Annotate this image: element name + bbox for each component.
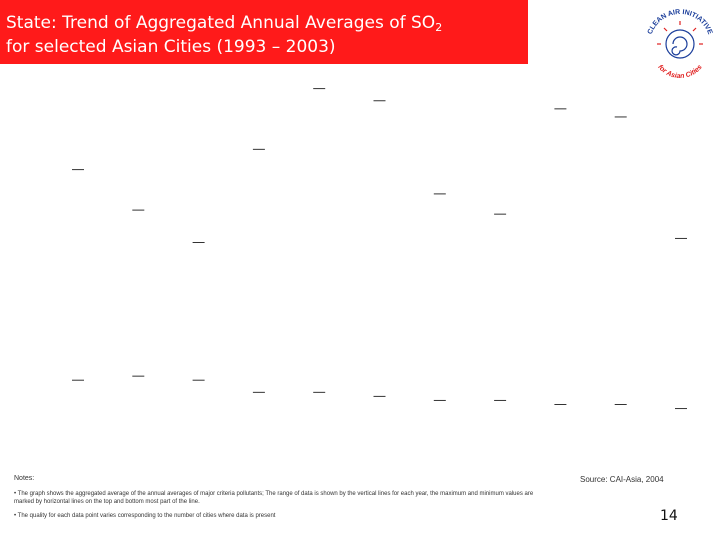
source-text: Source: CAI-Asia, 2004: [580, 475, 664, 484]
sun-swirl-icon: [657, 21, 703, 59]
title-subscript: 2: [435, 21, 443, 34]
note-1: • The graph shows the aggregated average…: [14, 491, 534, 505]
notes-label: Notes:: [14, 475, 35, 482]
slide-title-line-1: State: Trend of Aggregated Annual Averag…: [6, 13, 443, 34]
clean-air-initiative-logo: CLEAN AIR INITIATIVE for Asian Cities: [647, 9, 714, 78]
note-2: • The quality for each data point varies…: [14, 513, 276, 519]
page-number: 14: [660, 508, 678, 524]
title-banner: State: Trend of Aggregated Annual Averag…: [0, 0, 528, 64]
slide-title-line-2: for selected Asian Cities (1993 – 2003): [6, 37, 336, 57]
